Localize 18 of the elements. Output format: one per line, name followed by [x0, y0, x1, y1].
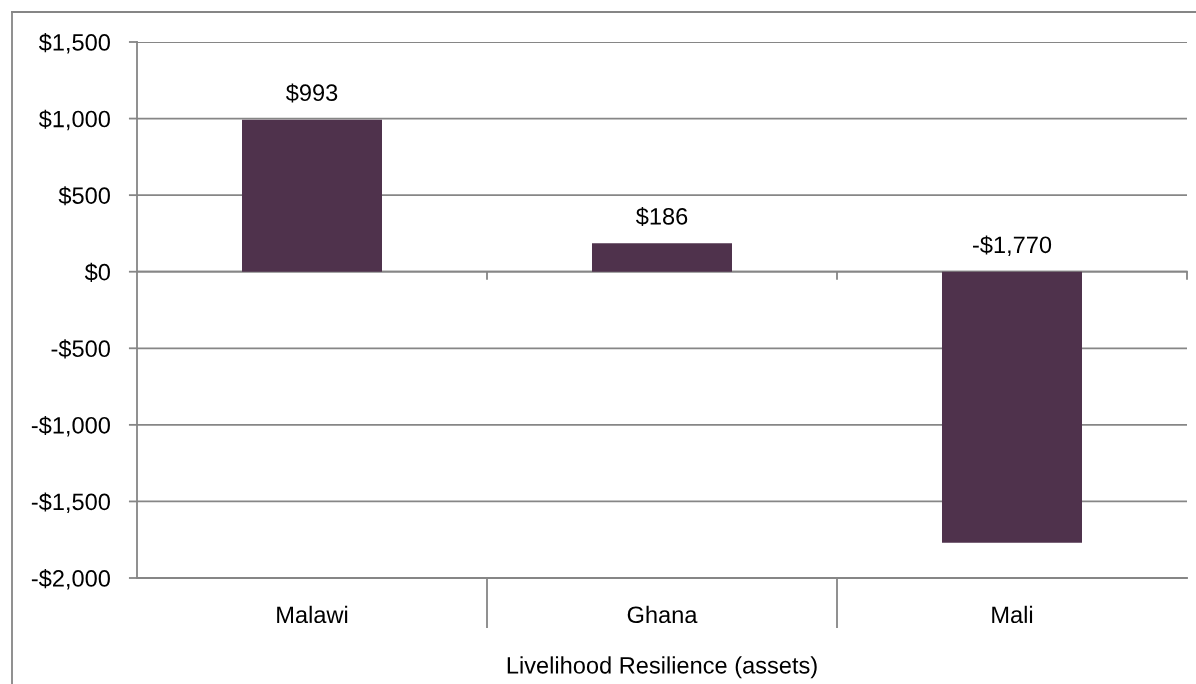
y-tick-label: -$1,000: [31, 415, 110, 437]
bar: [592, 243, 732, 272]
y-tick-label: -$2,000: [31, 569, 110, 590]
y-tick-label: $0: [84, 262, 110, 282]
data-label: -$1,770: [973, 235, 1052, 256]
x-tick-label: Malawi: [277, 605, 348, 624]
y-tick-label: $500: [58, 186, 110, 206]
data-label: $993: [285, 83, 338, 103]
y-tick-label: -$500: [51, 339, 110, 359]
x-axis-title: Livelihood Resilience (assets): [507, 656, 817, 679]
y-tick-label: $1,000: [38, 109, 110, 131]
bar: [242, 119, 382, 272]
x-tick-label: Ghana: [627, 605, 698, 624]
x-tick-label: Mali: [992, 605, 1033, 624]
y-tick-label: $1,500: [38, 33, 110, 54]
y-tick-label: -$1,500: [31, 492, 110, 514]
bar: [942, 271, 1082, 543]
data-label: $186: [635, 206, 688, 227]
